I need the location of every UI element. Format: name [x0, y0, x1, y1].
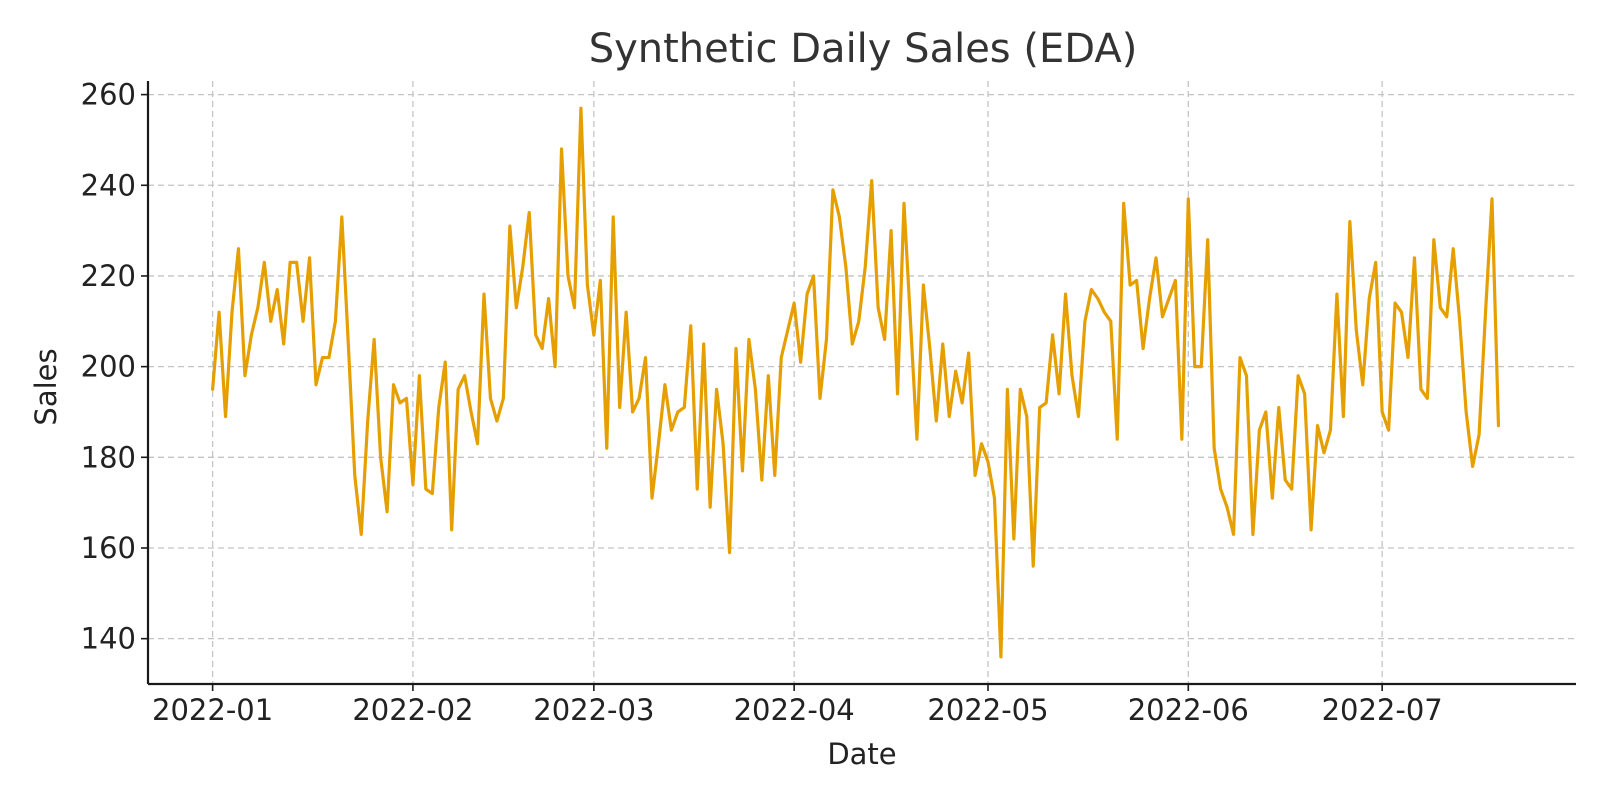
x-tick-label: 2022-05	[927, 693, 1048, 727]
y-tick-label: 220	[81, 259, 136, 293]
x-axis-label: Date	[827, 737, 896, 771]
sales-series-line	[211, 106, 1501, 659]
y-tick-label: 260	[81, 78, 136, 112]
x-tick-label: 2022-07	[1322, 693, 1443, 727]
y-tick-label: 240	[81, 168, 136, 202]
y-ticks: 140 160 180 200 220 240 260	[81, 78, 148, 656]
x-tick-label: 2022-06	[1128, 693, 1249, 727]
y-tick-label: 160	[81, 531, 136, 565]
y-tick-label: 200	[81, 350, 136, 384]
x-tick-label: 2022-02	[352, 693, 473, 727]
y-tick-label: 180	[81, 440, 136, 474]
y-tick-label: 140	[81, 622, 136, 656]
x-tick-label: 2022-03	[533, 693, 654, 727]
x-tick-label: 2022-04	[734, 693, 855, 727]
axes	[146, 81, 1576, 686]
x-tick-label: 2022-01	[152, 693, 273, 727]
series-layer	[211, 106, 1501, 659]
y-axis-label: Sales	[29, 348, 63, 425]
chart-title: Synthetic Daily Sales (EDA)	[589, 26, 1138, 72]
x-ticks: 2022-01 2022-02 2022-03 2022-04 2022-05 2022-…	[152, 684, 1443, 727]
